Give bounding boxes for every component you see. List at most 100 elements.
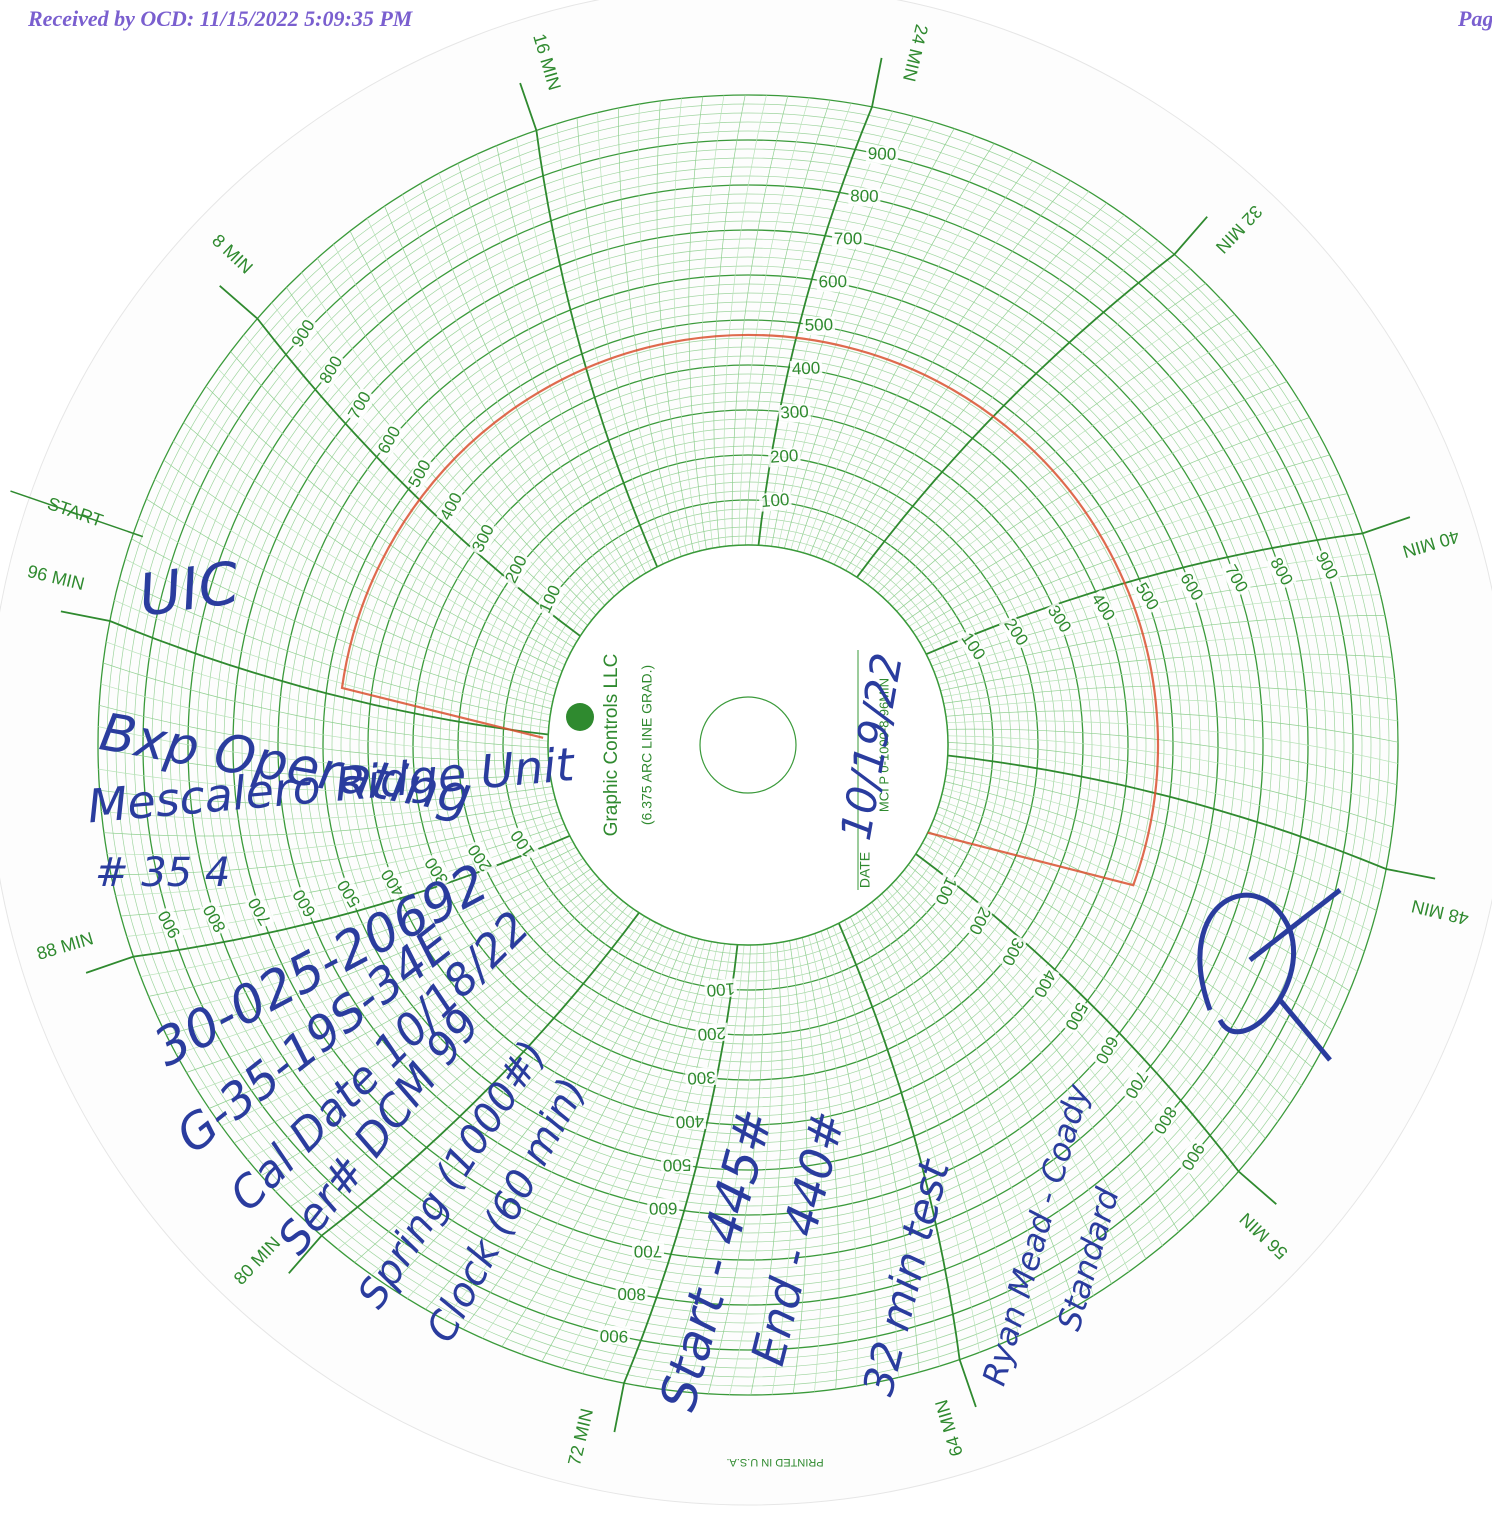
time-line-minor bbox=[371, 922, 657, 1276]
scale-label-bg bbox=[631, 1241, 665, 1260]
time-line-minor bbox=[384, 205, 615, 597]
time-line-minor bbox=[103, 798, 556, 837]
ring-minor bbox=[241, 238, 1255, 1252]
time-line-minor bbox=[815, 170, 1053, 558]
scale-label-bg bbox=[998, 614, 1032, 651]
ring-minor bbox=[196, 193, 1300, 1297]
time-line-minor bbox=[175, 863, 588, 1055]
time-line-minor bbox=[205, 385, 568, 660]
time-line-minor bbox=[707, 944, 765, 1394]
scale-label-bg bbox=[955, 628, 989, 666]
time-line-minor bbox=[402, 194, 620, 593]
time-line-minor bbox=[731, 96, 789, 546]
time-line-minor bbox=[521, 940, 706, 1355]
time-line-minor bbox=[723, 95, 767, 547]
time-line-minor bbox=[750, 942, 783, 1396]
scale-label: 800 bbox=[850, 186, 879, 205]
time-line-minor bbox=[866, 905, 1058, 1318]
time-line-minor bbox=[233, 888, 609, 1144]
grad: (6.375 ARC LINE GRAD.) bbox=[639, 665, 655, 825]
time-line-minor bbox=[945, 710, 1399, 743]
start-line bbox=[10, 490, 144, 538]
time-line-minor bbox=[163, 459, 558, 684]
scale-label-bg bbox=[506, 824, 540, 862]
time-line-minor bbox=[597, 112, 676, 559]
time-line-minor bbox=[941, 793, 1350, 992]
time-line-minor bbox=[938, 635, 1389, 685]
time-line-major bbox=[288, 912, 640, 1274]
time-line-minor bbox=[501, 938, 700, 1347]
time-line-minor bbox=[947, 761, 1382, 891]
time-line-minor bbox=[839, 214, 1125, 568]
time-line-minor bbox=[933, 818, 1313, 1068]
time-line-minor bbox=[745, 100, 831, 546]
time-line-minor bbox=[541, 941, 712, 1362]
time-line-minor bbox=[940, 653, 1393, 692]
time-line-minor bbox=[98, 768, 552, 792]
ring-major bbox=[412, 409, 1084, 1081]
time-line-minor bbox=[845, 227, 1142, 571]
time-line-minor bbox=[457, 163, 636, 581]
ring-minor bbox=[214, 211, 1282, 1279]
ring-minor bbox=[223, 220, 1273, 1270]
ring-minor bbox=[151, 148, 1345, 1342]
time-line-minor bbox=[922, 842, 1266, 1139]
scale-label: 600 bbox=[819, 272, 848, 291]
time-line-minor bbox=[131, 538, 552, 709]
time-line-minor bbox=[827, 191, 1090, 562]
scale-label-bg bbox=[1028, 964, 1060, 1002]
time-line-minor bbox=[908, 435, 1321, 627]
time-line-minor bbox=[516, 137, 652, 571]
time-line-minor bbox=[406, 928, 669, 1299]
ring-minor bbox=[493, 490, 1003, 1000]
ring-minor bbox=[538, 535, 958, 955]
time-line-minor bbox=[713, 94, 746, 548]
time-line-minor bbox=[157, 852, 580, 1017]
time-line-minor bbox=[420, 183, 625, 589]
time-line-minor bbox=[931, 824, 1302, 1087]
scale-label-bg bbox=[1130, 578, 1163, 616]
time-line-minor bbox=[138, 518, 553, 703]
time-line-minor bbox=[801, 937, 840, 1390]
time-line-minor bbox=[867, 283, 1206, 585]
ring-minor bbox=[475, 472, 1021, 1018]
ring-minor bbox=[520, 517, 976, 973]
ring-minor bbox=[304, 301, 1192, 1189]
time-line-minor bbox=[333, 244, 601, 611]
time-line-minor bbox=[809, 160, 1034, 555]
time-line-minor bbox=[98, 726, 550, 770]
scale-label-bg bbox=[660, 1154, 694, 1174]
time-line-minor bbox=[820, 931, 899, 1378]
ring-minor bbox=[115, 112, 1381, 1378]
ring-minor bbox=[529, 526, 967, 964]
time-line-minor bbox=[912, 454, 1330, 633]
received-stamp: Received by OCD: 11/15/2022 5:09:35 PM bbox=[27, 6, 414, 31]
time-line-minor bbox=[784, 128, 955, 549]
time-line-minor bbox=[751, 103, 852, 546]
time-line-minor bbox=[388, 925, 663, 1288]
scale-label: 900 bbox=[868, 144, 897, 164]
time-line-minor bbox=[872, 298, 1221, 590]
time-line-minor bbox=[173, 440, 561, 678]
time-line-minor bbox=[862, 268, 1191, 582]
time-line-minor bbox=[97, 747, 551, 780]
time-line-minor bbox=[928, 830, 1291, 1105]
time-line-minor bbox=[99, 704, 549, 762]
scale-label: 900 bbox=[599, 1326, 628, 1346]
scale-label: 100 bbox=[706, 979, 736, 1000]
time-line-minor bbox=[922, 513, 1356, 649]
time-line-minor bbox=[860, 909, 1039, 1327]
time-line-minor bbox=[945, 774, 1371, 932]
scale-label-bg bbox=[865, 145, 899, 165]
time-line-minor bbox=[844, 919, 980, 1353]
scale-label-bg bbox=[468, 520, 500, 558]
scale-label-bg bbox=[1310, 547, 1342, 585]
time-line-minor bbox=[115, 817, 562, 896]
ring-minor bbox=[178, 175, 1318, 1315]
time-line-minor bbox=[443, 932, 681, 1320]
time-line-minor bbox=[496, 145, 647, 574]
time-line-minor bbox=[556, 123, 664, 565]
scale-label-bg bbox=[647, 1198, 680, 1217]
time-line-major bbox=[947, 754, 1436, 880]
